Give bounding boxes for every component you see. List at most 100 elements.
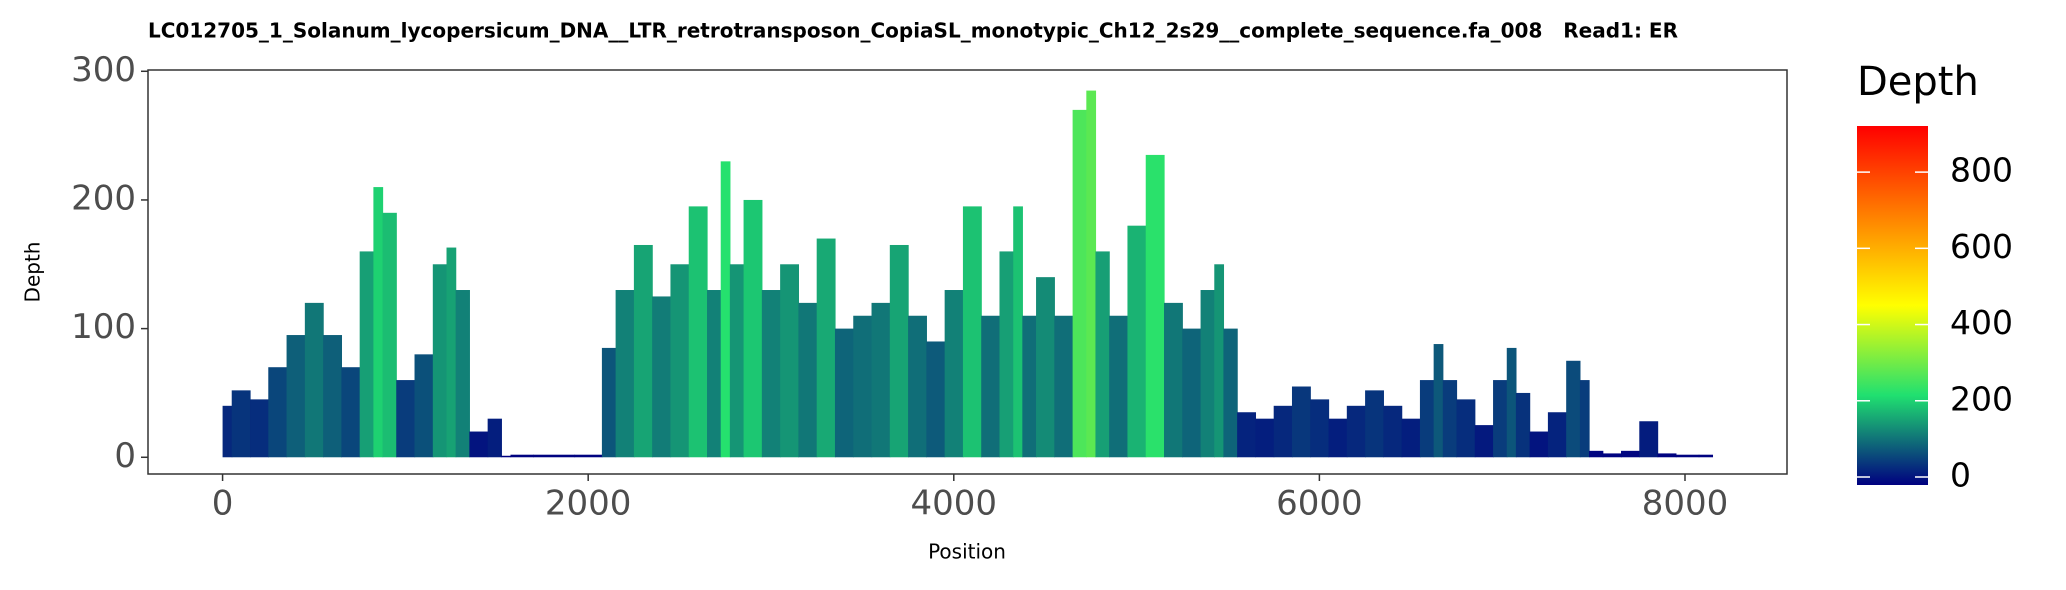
depth-bar xyxy=(688,206,708,458)
depth-bar xyxy=(469,431,489,458)
depth-bar xyxy=(853,315,873,458)
x-tick-label: 6000 xyxy=(1276,484,1363,524)
plot-frame xyxy=(147,69,1788,475)
depth-bar xyxy=(615,290,635,458)
depth-bar xyxy=(574,454,603,458)
y-tick-label: 200 xyxy=(71,178,136,218)
depth-bar xyxy=(359,251,374,458)
depth-bar xyxy=(1223,328,1238,458)
depth-bar xyxy=(1054,315,1074,458)
depth-bar xyxy=(1529,431,1549,458)
depth-bar xyxy=(487,418,502,458)
depth-bar xyxy=(1022,315,1037,458)
depth-bar xyxy=(707,290,722,458)
depth-bar xyxy=(944,290,964,458)
depth-bar xyxy=(798,302,818,458)
depth-bar xyxy=(268,367,288,458)
depth-bar xyxy=(780,264,800,458)
depth-bar xyxy=(816,238,836,458)
depth-bar xyxy=(341,367,361,458)
depth-bar xyxy=(510,454,534,458)
depth-bar xyxy=(1127,225,1147,458)
depth-bar xyxy=(1589,450,1604,458)
depth-bar xyxy=(373,187,384,458)
colorbar-label: 400 xyxy=(1950,303,2013,342)
y-axis-title: Depth xyxy=(21,242,45,303)
depth-bar xyxy=(834,328,854,458)
depth-bar xyxy=(382,212,397,458)
x-tick-label: 0 xyxy=(212,484,234,524)
depth-bar xyxy=(1095,251,1110,458)
depth-bar xyxy=(908,315,927,458)
depth-bar xyxy=(1579,380,1590,458)
legend-title: Depth xyxy=(1857,59,1979,105)
depth-bar xyxy=(1214,264,1225,458)
depth-bar xyxy=(1657,453,1677,458)
y-tick-label: 0 xyxy=(114,436,136,476)
depth-bar xyxy=(1675,454,1700,458)
depth-bar xyxy=(1109,315,1129,458)
depth-bar xyxy=(729,264,745,458)
depth-bar xyxy=(1515,392,1531,458)
depth-bar xyxy=(1547,412,1567,458)
x-tick-label: 8000 xyxy=(1642,484,1729,524)
depth-bar xyxy=(743,199,763,458)
depth-bar xyxy=(446,247,457,458)
depth-bar xyxy=(1365,390,1384,458)
depth-bar xyxy=(1456,399,1476,458)
depth-bar xyxy=(1419,380,1435,458)
depth-bar xyxy=(432,264,448,458)
depth-bar xyxy=(1698,454,1714,458)
depth-bar xyxy=(1086,90,1097,458)
depth-bar xyxy=(1310,399,1330,458)
depth-bar xyxy=(1291,386,1311,458)
depth-bar xyxy=(250,399,269,458)
depth-bar xyxy=(1328,418,1348,458)
depth-bar xyxy=(1401,418,1421,458)
depth-bar xyxy=(501,455,512,458)
depth-bar xyxy=(1442,380,1458,458)
colorbar xyxy=(1857,126,1928,485)
depth-bar xyxy=(414,354,434,458)
x-tick-label: 2000 xyxy=(545,484,632,524)
depth-bar xyxy=(1383,405,1403,458)
depth-bar xyxy=(1346,405,1366,458)
depth-bar xyxy=(286,335,306,458)
depth-bar xyxy=(1506,347,1517,458)
depth-bar xyxy=(761,290,781,458)
depth-bar xyxy=(999,251,1014,458)
depth-bar xyxy=(962,206,982,458)
depth-bar xyxy=(720,161,731,458)
depth-bar xyxy=(633,244,653,458)
depth-bar xyxy=(601,347,617,458)
chart-title: LC012705_1_Solanum_lycopersicum_DNA__LTR… xyxy=(148,19,1678,43)
depth-bar xyxy=(533,454,576,458)
depth-bar xyxy=(1493,380,1508,458)
depth-bar xyxy=(926,341,946,458)
depth-bar xyxy=(670,264,690,458)
colorbar-label: 200 xyxy=(1950,379,2013,418)
depth-bar xyxy=(231,390,251,458)
y-tick-label: 100 xyxy=(71,307,136,347)
depth-bar xyxy=(1164,302,1183,458)
depth-bar xyxy=(871,302,891,458)
depth-bar xyxy=(1639,421,1659,458)
depth-bar xyxy=(1200,290,1215,458)
depth-bar xyxy=(1255,418,1275,458)
depth-bar xyxy=(1182,328,1202,458)
depth-bar xyxy=(304,302,324,458)
depth-bar xyxy=(1566,360,1581,458)
depth-bar xyxy=(1273,405,1293,458)
depth-bar xyxy=(1474,425,1494,458)
depth-bar xyxy=(1145,154,1165,458)
depth-bar xyxy=(1072,109,1087,458)
x-tick-label: 4000 xyxy=(911,484,998,524)
depth-bar xyxy=(455,290,470,458)
colorbar-label: 800 xyxy=(1950,151,2013,190)
x-axis-title: Position xyxy=(928,540,1006,564)
depth-bar xyxy=(323,335,343,458)
y-tick-label: 300 xyxy=(71,50,136,90)
depth-bar xyxy=(1237,412,1257,458)
